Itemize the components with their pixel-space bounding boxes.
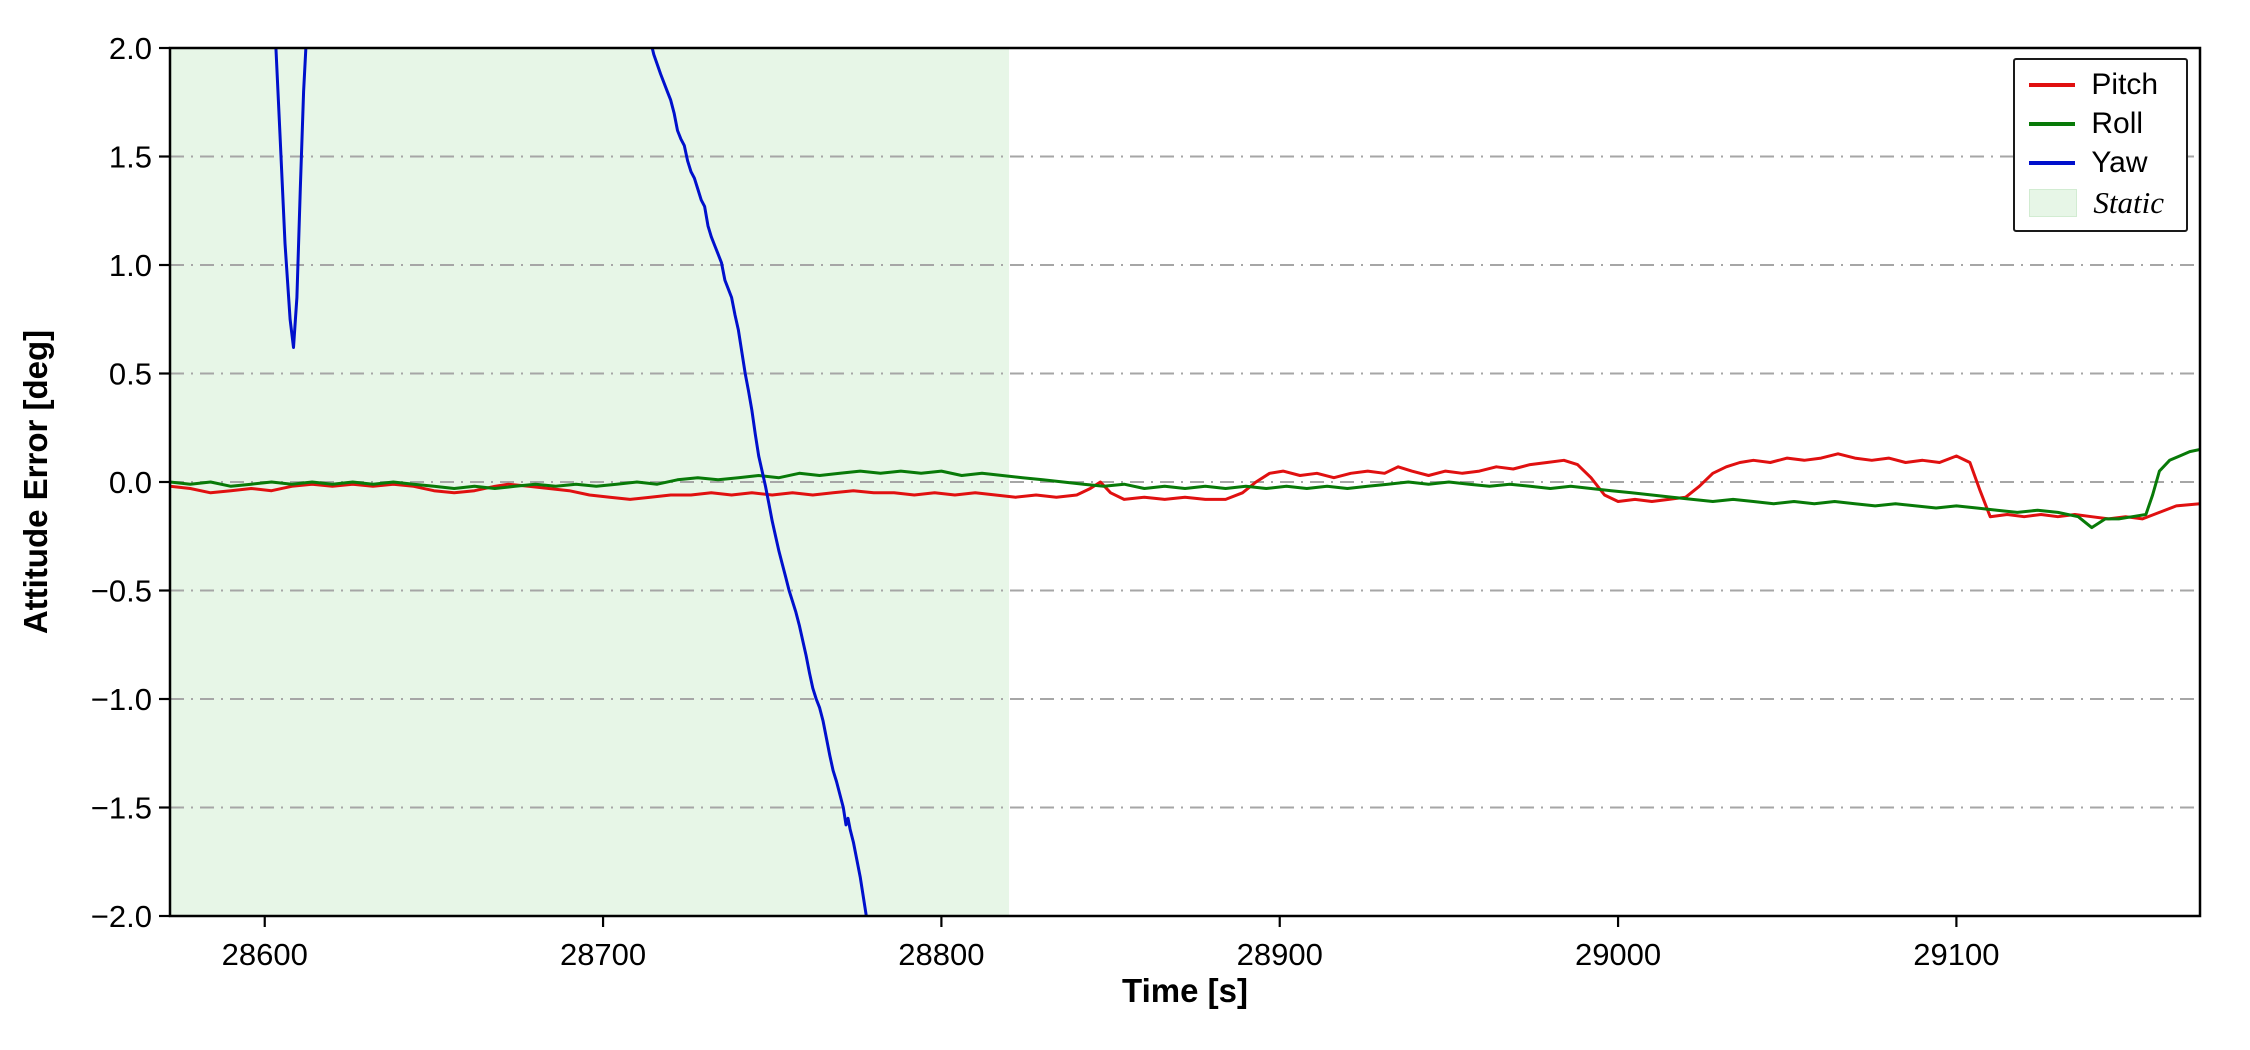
y-tick-label: 0.0: [109, 465, 152, 500]
y-tick-label: 0.5: [109, 357, 152, 392]
yaw-line: [650, 48, 868, 916]
y-axis-label: Attitude Error [deg]: [17, 329, 54, 635]
x-tick-label: 29100: [1913, 937, 1999, 972]
roll-line-swatch: [2029, 122, 2076, 126]
y-tick-label: 2.0: [109, 31, 152, 66]
y-tick-label: 1.5: [109, 140, 152, 175]
legend-label-static: Static: [2093, 185, 2164, 220]
x-tick-label: 28700: [560, 937, 646, 972]
legend-label-pitch: Pitch: [2091, 68, 2159, 101]
x-axis-label: Time [s]: [1122, 972, 1248, 1009]
static-region-swatch: [2029, 188, 2078, 217]
pitch-line: [170, 452, 2200, 521]
y-tick-label: −1.0: [91, 682, 152, 717]
legend-item-static: Static: [2029, 187, 2164, 218]
legend: Pitch Roll Yaw Static: [2013, 58, 2188, 232]
legend-item-yaw: Yaw: [2029, 148, 2164, 178]
legend-label-yaw: Yaw: [2091, 146, 2148, 179]
y-tick-label: −0.5: [91, 574, 152, 609]
legend-label-roll: Roll: [2091, 107, 2144, 140]
pitch-line-swatch: [2029, 83, 2076, 87]
legend-item-roll: Roll: [2029, 109, 2164, 139]
y-tick-label: −1.5: [91, 791, 152, 826]
yaw-line-swatch: [2029, 161, 2076, 165]
series-lines: [170, 48, 2200, 916]
roll-line: [170, 448, 2200, 530]
x-tick-label: 28900: [1237, 937, 1323, 972]
legend-item-pitch: Pitch: [2029, 70, 2164, 100]
x-tick-label: 29000: [1575, 937, 1661, 972]
yaw-line: [274, 48, 308, 349]
x-tick-label: 28800: [898, 937, 984, 972]
y-tick-label: 1.0: [109, 248, 152, 283]
y-tick-label: −2.0: [91, 899, 152, 934]
x-tick-label: 28600: [222, 937, 308, 972]
